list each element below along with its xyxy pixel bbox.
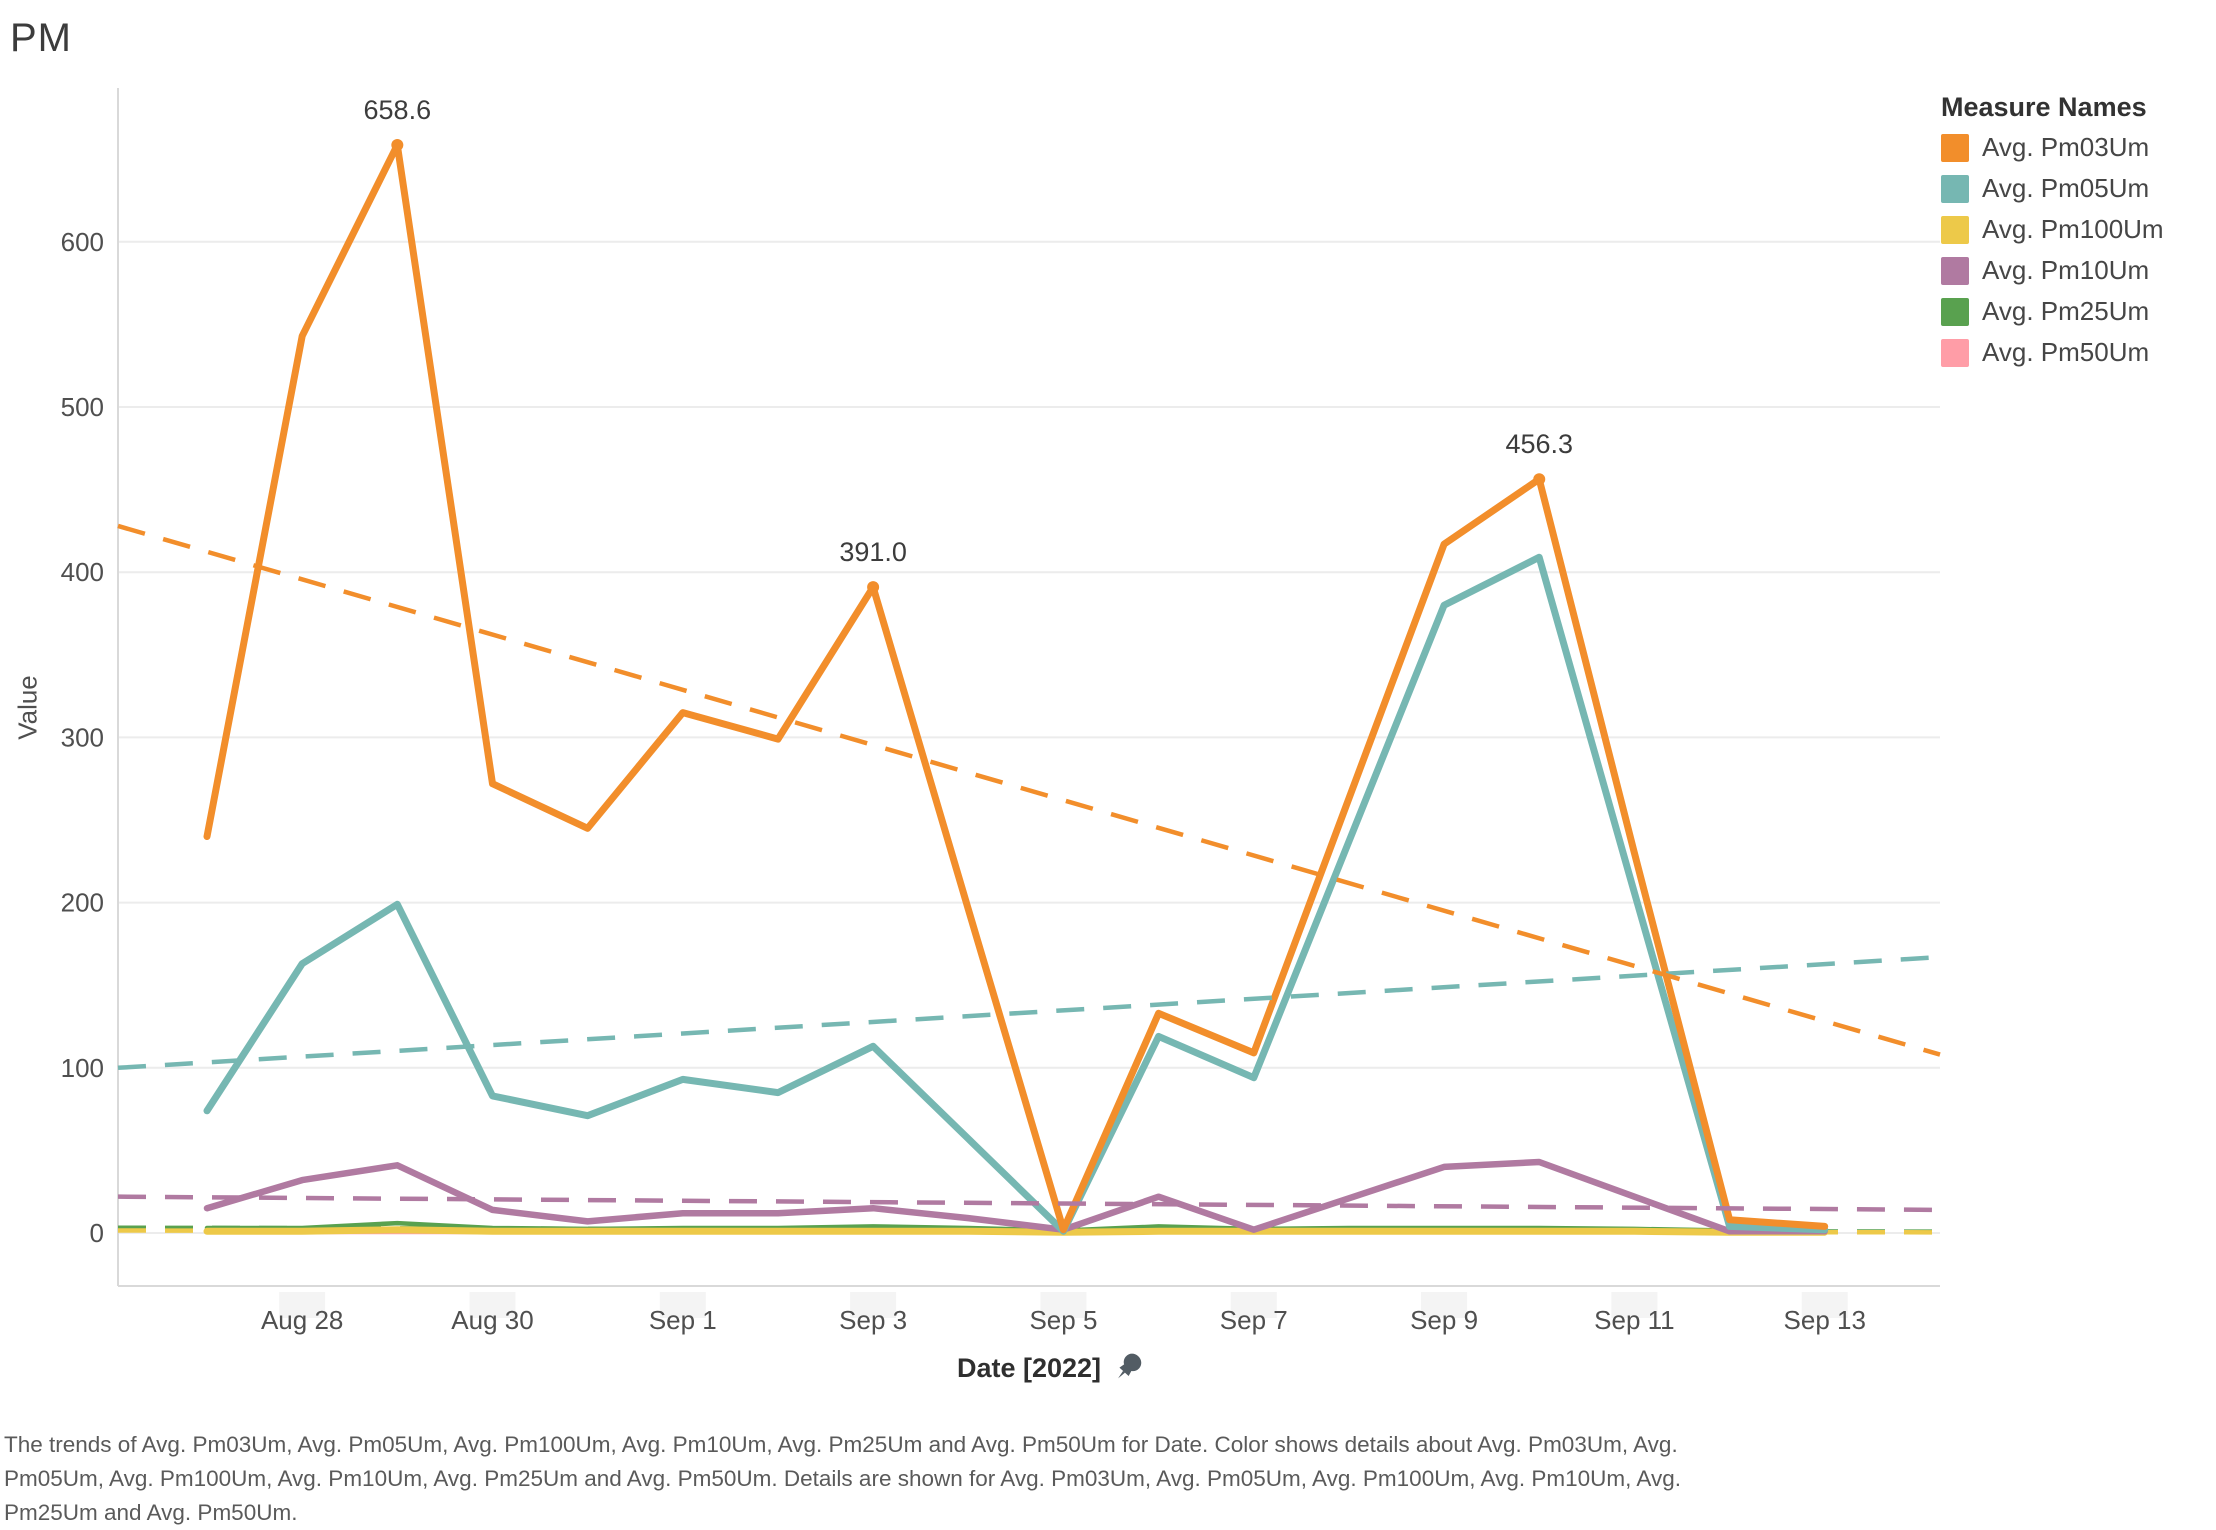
legend-item-label: Avg. Pm25Um [1982,296,2150,326]
x-tick-label: Sep 3 [839,1305,907,1335]
y-tick-label: 200 [61,888,104,918]
annotation-marker[interactable] [1533,473,1546,486]
x-axis-title-row: Date [2022] [921,1348,1181,1388]
x-tick-label: Sep 7 [1220,1305,1288,1335]
x-tick-label: Sep 11 [1594,1305,1674,1335]
y-tick-label: 400 [61,557,104,587]
legend-swatch-icon [1941,133,1969,162]
legend-item-label: Avg. Pm03Um [1982,132,2150,162]
legend-item-label: Avg. Pm10Um [1982,255,2150,285]
legend-swatch-icon [1941,256,1969,285]
pushpin-icon[interactable] [1115,1352,1145,1384]
page-title: PM [10,16,72,60]
x-tick-shade [850,1292,897,1318]
legend-item-avg-pm25um[interactable]: Avg. Pm25Um [1941,291,2201,332]
x-tick-shade [1040,1292,1087,1318]
trendline-avg-pm05um[interactable] [117,954,1941,1071]
annotation-label: 391.0 [839,537,907,567]
series-line-avg-pm03um[interactable] [203,141,1829,1234]
series-line-avg-pm05um[interactable] [203,553,1829,1235]
x-tick-label: Sep 9 [1410,1305,1478,1335]
legend: Measure Names Avg. Pm03Um Avg. Pm05Um Avg.… [1941,92,2201,373]
annotation-label: 658.6 [364,95,432,125]
annotation-marker[interactable] [391,138,404,151]
y-tick-label: 600 [61,227,104,257]
y-tick-label: 300 [61,722,104,752]
x-tick-shade [1611,1292,1658,1318]
x-tick-label: Sep 5 [1029,1305,1097,1335]
legend-item-avg-pm50um[interactable]: Avg. Pm50Um [1941,332,2201,373]
x-tick-shade [659,1292,706,1318]
legend-item-label: Avg. Pm05Um [1982,173,2150,203]
y-tick-label: 0 [90,1218,104,1248]
y-tick-label: 500 [61,392,104,422]
caption-line: Pm25Um and Avg. Pm50Um. [4,1500,298,1525]
caption: The trends of Avg. Pm03Um, Avg. Pm05Um, … [4,1428,2209,1530]
x-tick-label: Aug 30 [451,1305,533,1335]
legend-swatch-icon [1941,297,1969,326]
legend-items: Avg. Pm03Um Avg. Pm05Um Avg. Pm100Um Avg. P… [1941,127,2201,373]
y-tick-label: 100 [61,1053,104,1083]
x-tick-label: Sep 13 [1784,1305,1866,1335]
legend-item-avg-pm05um[interactable]: Avg. Pm05Um [1941,168,2201,209]
legend-swatch-icon [1941,174,1969,203]
x-axis-title: Date [2022] [956,1352,1102,1383]
y-axis-title: Value [12,675,43,740]
trendline-avg-pm03um[interactable] [117,523,1941,1057]
legend-swatch-icon [1941,338,1969,367]
legend-item-avg-pm10um[interactable]: Avg. Pm10Um [1941,250,2201,291]
legend-item-label: Avg. Pm100Um [1982,214,2164,244]
legend-swatch-icon [1941,215,1969,244]
caption-line: The trends of Avg. Pm03Um, Avg. Pm05Um, … [4,1432,1678,1457]
annotation-label: 456.3 [1505,429,1573,459]
x-tick-shade [1421,1292,1468,1318]
x-tick-shade [1801,1292,1848,1318]
legend-item-avg-pm03um[interactable]: Avg. Pm03Um [1941,127,2201,168]
series-line-avg-pm100um[interactable] [203,1226,1829,1236]
x-tick-label: Sep 1 [649,1305,717,1335]
legend-item-avg-pm100um[interactable]: Avg. Pm100Um [1941,209,2201,250]
x-tick-shade [1230,1292,1277,1318]
series-line-avg-pm10um[interactable] [203,1158,1828,1235]
annotation-marker[interactable] [867,581,880,594]
caption-line: Pm05Um, Avg. Pm100Um, Avg. Pm10Um, Avg. … [4,1466,1681,1491]
x-tick-shade [279,1292,326,1318]
x-tick-shade [469,1292,516,1318]
legend-title: Measure Names [1941,92,2147,122]
trendline-avg-pm10um[interactable] [117,1194,1941,1213]
legend-item-label: Avg. Pm50Um [1982,337,2150,367]
x-tick-label: Aug 28 [261,1305,343,1335]
